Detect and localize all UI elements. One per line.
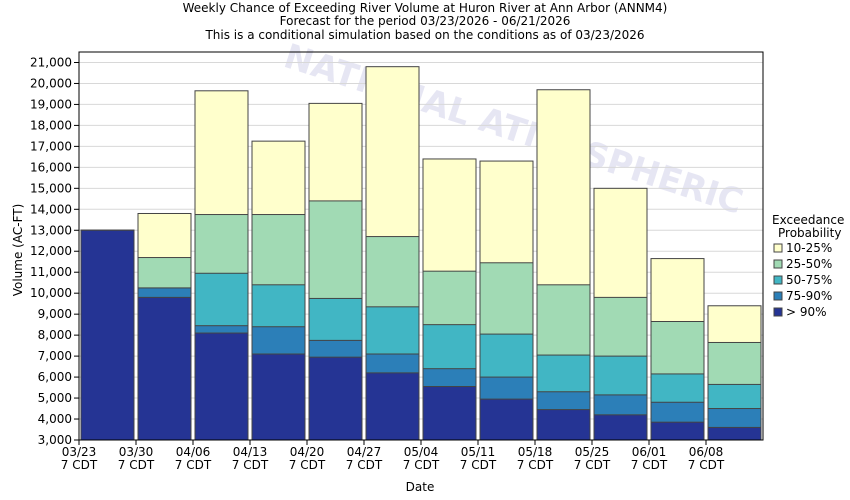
x-tick-label: 04/20	[290, 445, 325, 459]
x-tick-label: 04/06	[176, 445, 211, 459]
y-tick-label: 3,000	[38, 433, 72, 447]
x-tick-label: 04/27	[347, 445, 382, 459]
y-tick-label: 11,000	[30, 265, 72, 279]
legend-label: 10-25%	[786, 241, 832, 255]
x-tick-label: 06/01	[632, 445, 667, 459]
y-axis-title: Volume (AC-FT)	[11, 204, 25, 297]
x-tick-sublabel: 7 CDT	[346, 458, 383, 472]
bar-segment	[251, 353, 306, 441]
x-tick-sublabel: 7 CDT	[289, 458, 326, 472]
y-tick-label: 17,000	[30, 139, 72, 153]
bar-segment	[593, 414, 648, 441]
y-tick-label: 10,000	[30, 286, 72, 300]
y-tick-label: 7,000	[38, 349, 72, 363]
x-tick-label: 05/18	[518, 445, 553, 459]
legend-swatch	[773, 275, 783, 285]
legend-label: 25-50%	[786, 257, 832, 271]
bar-segment	[650, 421, 705, 441]
bar-segment	[479, 398, 534, 441]
bar-segment	[422, 386, 477, 441]
legend: Exceedance Probability 10-25% 25-50% 50-75…	[772, 213, 844, 319]
x-axis-title: Date	[406, 480, 435, 494]
legend-label: > 90%	[786, 305, 827, 319]
legend-swatch	[773, 259, 783, 269]
y-tick-label: 18,000	[30, 118, 72, 132]
x-tick-sublabel: 7 CDT	[574, 458, 611, 472]
y-tick-label: 16,000	[30, 160, 72, 174]
y-tick-label: 19,000	[30, 97, 72, 111]
bar-segment	[308, 356, 363, 441]
axes-layer: 3,000 4,000 5,000 6,000 7,000 8,000 9,000 10,00…	[30, 51, 764, 472]
bar-segment	[194, 332, 249, 441]
grid-layer	[79, 61, 763, 441]
x-tick-label: 04/13	[233, 445, 268, 459]
legend-label: 75-90%	[786, 289, 832, 303]
x-tick-sublabel: 7 CDT	[688, 458, 725, 472]
y-tick-label: 13,000	[30, 223, 72, 237]
bar-segment	[707, 426, 762, 441]
bar-segment	[137, 296, 192, 441]
legend-label: 50-75%	[786, 273, 832, 287]
legend-title-line-1: Exceedance	[772, 213, 844, 227]
bar-segment	[365, 372, 420, 441]
y-tick-label: 12,000	[30, 244, 72, 258]
chart-title-line-3: This is a conditional simulation based o…	[204, 28, 644, 42]
y-tick-label: 4,000	[38, 412, 72, 426]
x-tick-sublabel: 7 CDT	[61, 458, 98, 472]
x-tick-label: 03/23	[62, 445, 97, 459]
bars-layer	[80, 66, 762, 441]
legend-swatch	[773, 243, 783, 253]
x-tick-sublabel: 7 CDT	[175, 458, 212, 472]
y-tick-label: 6,000	[38, 370, 72, 384]
x-tick-sublabel: 7 CDT	[118, 458, 155, 472]
x-tick-sublabel: 7 CDT	[631, 458, 668, 472]
y-tick-label: 8,000	[38, 328, 72, 342]
x-tick-sublabel: 7 CDT	[232, 458, 269, 472]
bar-segment	[536, 409, 591, 441]
x-tick-label: 05/25	[575, 445, 610, 459]
x-tick-label: 06/08	[689, 445, 724, 459]
chart-title-line-1: Weekly Chance of Exceeding River Volume …	[183, 1, 668, 15]
bar-segment	[80, 229, 135, 441]
y-tick-label: 14,000	[30, 202, 72, 216]
x-tick-label: 03/30	[119, 445, 154, 459]
y-tick-label: 5,000	[38, 391, 72, 405]
y-tick-label: 21,000	[30, 55, 72, 69]
legend-swatch	[773, 291, 783, 301]
x-tick-label: 05/04	[404, 445, 439, 459]
y-tick-label: 20,000	[30, 76, 72, 90]
y-tick-label: 9,000	[38, 307, 72, 321]
x-tick-sublabel: 7 CDT	[460, 458, 497, 472]
chart-title-group: Weekly Chance of Exceeding River Volume …	[183, 1, 668, 42]
x-tick-label: 05/11	[461, 445, 496, 459]
x-tick-sublabel: 7 CDT	[403, 458, 440, 472]
legend-swatch	[773, 307, 783, 317]
y-tick-label: 15,000	[30, 181, 72, 195]
chart-title-line-2: Forecast for the period 03/23/2026 - 06/…	[280, 14, 571, 28]
x-tick-sublabel: 7 CDT	[517, 458, 554, 472]
legend-title-line-2: Probability	[778, 226, 841, 240]
